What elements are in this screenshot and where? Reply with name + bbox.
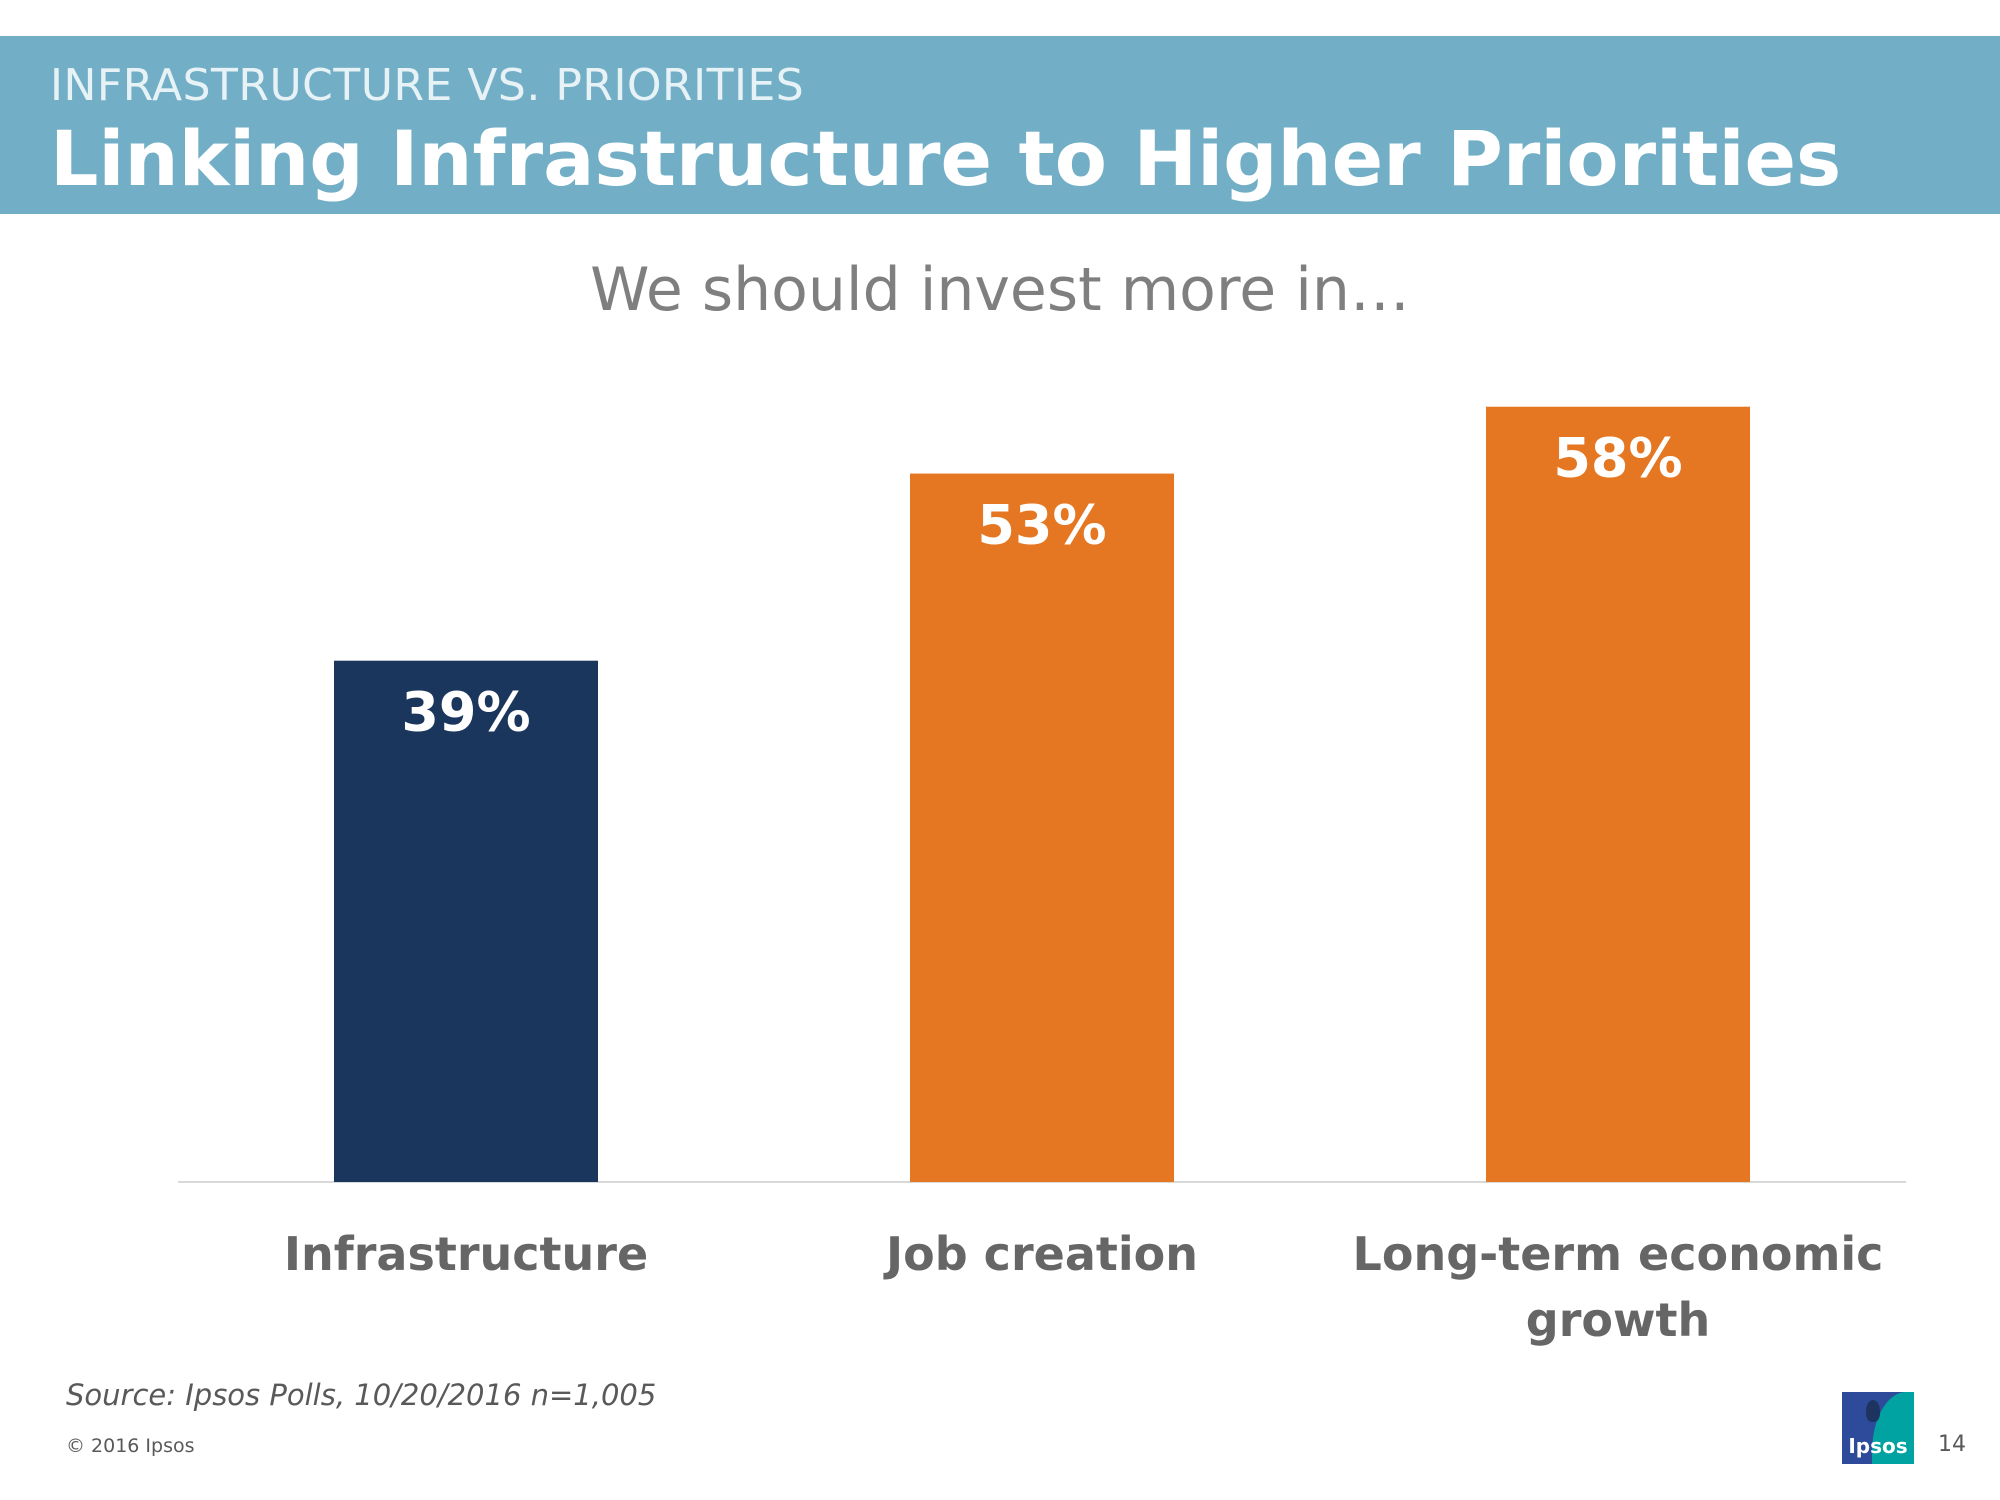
copyright-text: © 2016 Ipsos xyxy=(66,1435,195,1457)
slide-title: Linking Infrastructure to Higher Priorit… xyxy=(50,114,1842,203)
data-label-1: 39% xyxy=(401,681,530,744)
bar-1 xyxy=(334,660,598,1182)
chart-title: We should invest more in… xyxy=(590,255,1410,325)
category-label-1: Infrastructure xyxy=(284,1227,648,1281)
data-label-2: 53% xyxy=(977,494,1106,557)
page-number: 14 xyxy=(1938,1432,1966,1457)
header-banner: INFRASTRUCTURE VS. PRIORITIES Linking In… xyxy=(0,36,2000,214)
bar-3 xyxy=(1486,406,1750,1182)
category-label-3-line-2: growth xyxy=(1526,1293,1710,1347)
section-kicker: INFRASTRUCTURE VS. PRIORITIES xyxy=(50,60,805,111)
logo-label: Ipsos xyxy=(1848,1434,1908,1458)
source-note: Source: Ipsos Polls, 10/20/2016 n=1,005 xyxy=(66,1378,657,1412)
ipsos-logo: Ipsos xyxy=(1842,1392,1914,1464)
logo-head-mark xyxy=(1866,1400,1880,1422)
bar-2 xyxy=(910,473,1174,1183)
category-label-2: Job creation xyxy=(883,1227,1198,1281)
category-label-3-line-1: Long-term economic xyxy=(1353,1227,1884,1281)
data-label-3: 58% xyxy=(1553,427,1682,490)
